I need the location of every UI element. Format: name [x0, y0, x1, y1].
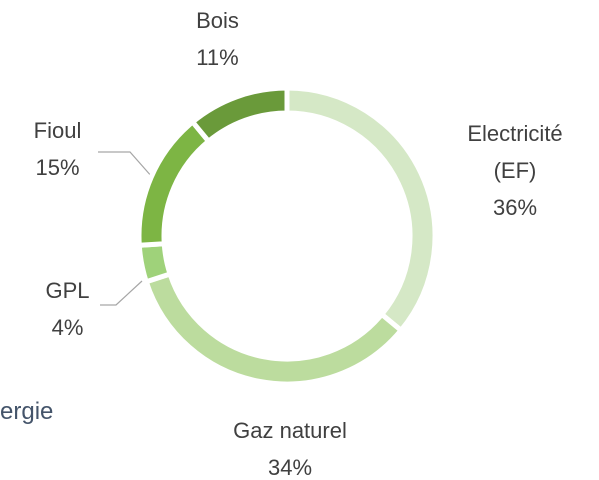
value-label: 4%	[51, 315, 84, 340]
category-label: GPL	[45, 278, 90, 303]
value-label: 15%	[35, 155, 80, 180]
value-label: 11%	[196, 45, 239, 70]
category-label: Electricité (EF)	[467, 121, 563, 183]
data-label: Bois 11%	[170, 2, 265, 76]
data-label: Fioul 15%	[10, 112, 105, 186]
donut-segment	[143, 270, 405, 387]
value-label: 36%	[492, 195, 538, 220]
annotation: ergie	[0, 398, 54, 425]
data-label: GPL 4%	[20, 272, 115, 346]
data-label: Gaz naturel 34%	[190, 412, 390, 480]
value-label: 34%	[267, 455, 313, 480]
donut-segment	[136, 241, 174, 285]
donut-segment	[189, 85, 290, 145]
donut-segment	[284, 85, 438, 334]
data-label: Electricité (EF) 36%	[445, 115, 585, 226]
category-label: Bois	[196, 8, 239, 33]
category-label: Fioul	[33, 118, 82, 143]
donut-segment	[136, 118, 213, 248]
leader-line	[100, 280, 143, 306]
category-label: Gaz naturel	[233, 418, 347, 443]
